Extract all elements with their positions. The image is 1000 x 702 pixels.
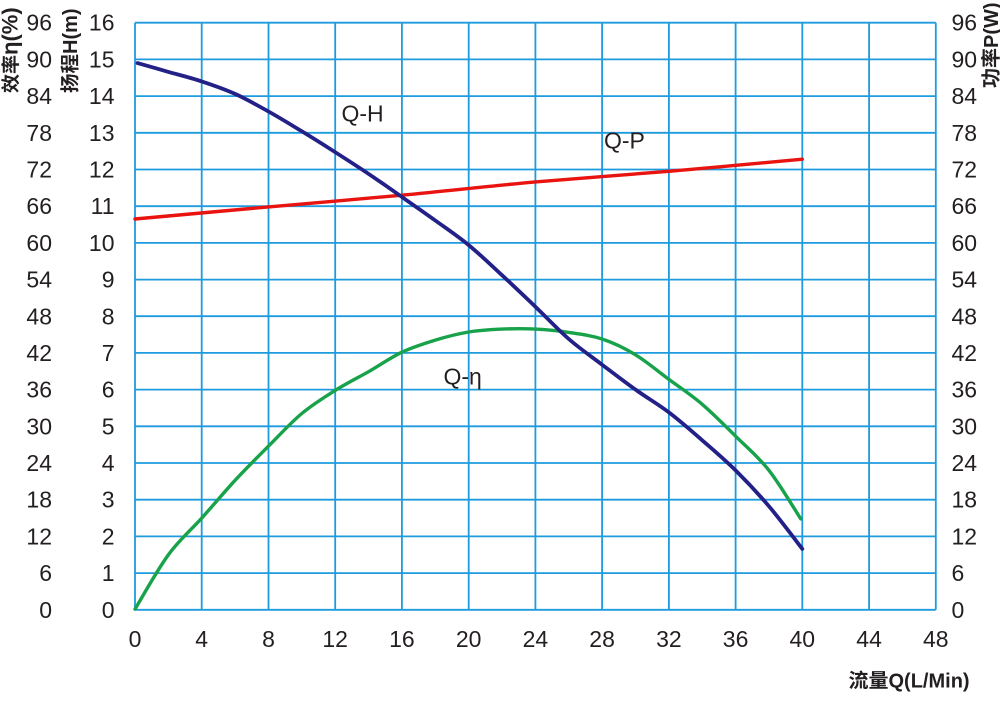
svg-text:6: 6 — [102, 377, 115, 403]
svg-text:15: 15 — [89, 46, 115, 72]
svg-text:8: 8 — [102, 303, 115, 329]
svg-text:2: 2 — [102, 523, 115, 549]
svg-text:6: 6 — [952, 560, 965, 586]
svg-text:0: 0 — [102, 597, 115, 623]
svg-text:1: 1 — [102, 560, 115, 586]
svg-text:54: 54 — [952, 267, 978, 293]
svg-text:72: 72 — [26, 157, 52, 183]
svg-text:14: 14 — [89, 83, 115, 109]
svg-text:Q-P: Q-P — [604, 128, 645, 154]
svg-text:90: 90 — [952, 46, 978, 72]
svg-text:48: 48 — [26, 303, 52, 329]
svg-text:9: 9 — [102, 267, 115, 293]
svg-text:0: 0 — [39, 597, 52, 623]
svg-text:4: 4 — [102, 450, 115, 476]
svg-text:30: 30 — [952, 413, 978, 439]
svg-text:0: 0 — [952, 597, 965, 623]
svg-text:84: 84 — [952, 83, 978, 109]
svg-text:60: 60 — [26, 230, 52, 256]
svg-text:16: 16 — [389, 626, 415, 652]
svg-text:8: 8 — [262, 626, 275, 652]
svg-text:18: 18 — [952, 487, 978, 513]
svg-text:12: 12 — [952, 523, 978, 549]
svg-text:4: 4 — [195, 626, 208, 652]
svg-text:78: 78 — [26, 120, 52, 146]
svg-text:54: 54 — [26, 267, 52, 293]
svg-text:P(W): P(W) — [981, 2, 1000, 48]
svg-text:13: 13 — [89, 120, 115, 146]
svg-text:24: 24 — [952, 450, 978, 476]
svg-text:7: 7 — [102, 340, 115, 366]
svg-text:20: 20 — [456, 626, 482, 652]
svg-text:Q-H: Q-H — [342, 101, 384, 127]
svg-text:H(m): H(m) — [60, 8, 82, 54]
svg-text:16: 16 — [89, 10, 115, 36]
svg-text:12: 12 — [322, 626, 348, 652]
svg-text:10: 10 — [89, 230, 115, 256]
svg-text:24: 24 — [523, 626, 549, 652]
svg-text:12: 12 — [89, 157, 115, 183]
svg-text:30: 30 — [26, 413, 52, 439]
svg-text:40: 40 — [790, 626, 816, 652]
svg-text:18: 18 — [26, 487, 52, 513]
svg-text:48: 48 — [923, 626, 949, 652]
svg-text:66: 66 — [26, 193, 52, 219]
svg-text:78: 78 — [952, 120, 978, 146]
svg-text:42: 42 — [26, 340, 52, 366]
svg-text:5: 5 — [102, 413, 115, 439]
svg-text:11: 11 — [91, 193, 115, 219]
svg-text:96: 96 — [952, 10, 978, 36]
svg-text:42: 42 — [952, 340, 978, 366]
svg-text:90: 90 — [26, 46, 52, 72]
svg-text:24: 24 — [26, 450, 52, 476]
svg-text:96: 96 — [26, 10, 52, 36]
svg-text:36: 36 — [723, 626, 749, 652]
svg-text:72: 72 — [952, 157, 978, 183]
svg-text:0: 0 — [129, 626, 142, 652]
svg-text:Q-η: Q-η — [444, 364, 482, 390]
svg-text:32: 32 — [656, 626, 682, 652]
svg-text:6: 6 — [39, 560, 52, 586]
svg-text:3: 3 — [102, 487, 115, 513]
svg-text:η(%): η(%) — [0, 7, 22, 55]
svg-text:84: 84 — [26, 83, 52, 109]
svg-text:12: 12 — [26, 523, 52, 549]
svg-text:Q(L/Min): Q(L/Min) — [889, 671, 970, 693]
svg-text:28: 28 — [589, 626, 615, 652]
svg-text:60: 60 — [952, 230, 978, 256]
svg-text:36: 36 — [952, 377, 978, 403]
svg-text:48: 48 — [952, 303, 978, 329]
svg-text:66: 66 — [952, 193, 978, 219]
svg-text:44: 44 — [856, 626, 882, 652]
svg-text:36: 36 — [26, 377, 52, 403]
